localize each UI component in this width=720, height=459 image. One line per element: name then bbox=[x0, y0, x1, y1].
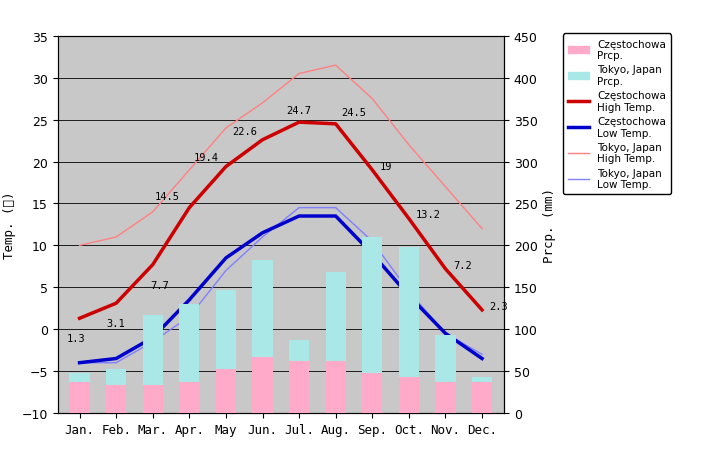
Częstochowa
High Temp. bbox=[75, 316, 84, 321]
Tokyo, Japan
Low Temp. bbox=[112, 360, 120, 366]
Bar bbox=[472, 382, 492, 413]
Tokyo, Japan
High Temp. bbox=[222, 126, 230, 131]
Częstochowa
High Temp. bbox=[112, 301, 120, 306]
Tokyo, Japan
Low Temp. bbox=[368, 239, 377, 244]
Text: 3.1: 3.1 bbox=[107, 319, 125, 329]
Częstochowa
High Temp. bbox=[405, 216, 413, 222]
Text: 14.5: 14.5 bbox=[156, 191, 180, 202]
Text: 7.7: 7.7 bbox=[150, 280, 169, 290]
Bar bbox=[143, 386, 163, 413]
Częstochowa
High Temp. bbox=[148, 262, 157, 268]
Bar bbox=[179, 382, 199, 413]
Tokyo, Japan
High Temp. bbox=[148, 210, 157, 215]
Bar bbox=[70, 373, 89, 413]
Text: 2.3: 2.3 bbox=[490, 301, 508, 311]
Bar bbox=[436, 336, 456, 413]
Line: Tokyo, Japan
Low Temp.: Tokyo, Japan Low Temp. bbox=[79, 208, 482, 363]
Line: Częstochowa
High Temp.: Częstochowa High Temp. bbox=[79, 123, 482, 319]
Bar bbox=[362, 373, 382, 413]
Y-axis label: Temp. (℃): Temp. (℃) bbox=[3, 191, 16, 258]
Line: Częstochowa
Low Temp.: Częstochowa Low Temp. bbox=[79, 217, 482, 363]
Text: 19: 19 bbox=[379, 162, 392, 171]
Częstochowa
High Temp. bbox=[478, 308, 487, 313]
Line: Tokyo, Japan
High Temp.: Tokyo, Japan High Temp. bbox=[79, 66, 482, 246]
Tokyo, Japan
High Temp. bbox=[368, 97, 377, 102]
Częstochowa
Low Temp. bbox=[405, 293, 413, 299]
Legend: Częstochowa
Prcp., Tokyo, Japan
Prcp., Częstochowa
High Temp., Częstochowa
Low T: Częstochowa Prcp., Tokyo, Japan Prcp., C… bbox=[563, 34, 671, 195]
Tokyo, Japan
Low Temp. bbox=[185, 314, 194, 319]
Tokyo, Japan
High Temp. bbox=[185, 168, 194, 174]
Częstochowa
Low Temp. bbox=[294, 214, 303, 219]
Częstochowa
High Temp. bbox=[368, 168, 377, 174]
Częstochowa
Low Temp. bbox=[185, 297, 194, 303]
Częstochowa
High Temp. bbox=[294, 120, 303, 126]
Częstochowa
Low Temp. bbox=[258, 230, 267, 236]
Częstochowa
Low Temp. bbox=[148, 335, 157, 341]
Text: 7.2: 7.2 bbox=[453, 260, 472, 270]
Bar bbox=[253, 357, 273, 413]
Bar bbox=[106, 386, 126, 413]
Bar bbox=[289, 340, 309, 413]
Częstochowa
High Temp. bbox=[441, 267, 450, 272]
Bar bbox=[216, 290, 236, 413]
Częstochowa
Low Temp. bbox=[331, 214, 340, 219]
Tokyo, Japan
High Temp. bbox=[75, 243, 84, 249]
Częstochowa
Low Temp. bbox=[368, 252, 377, 257]
Text: 24.7: 24.7 bbox=[287, 106, 312, 116]
Text: 13.2: 13.2 bbox=[416, 210, 441, 220]
Tokyo, Japan
High Temp. bbox=[258, 101, 267, 106]
Text: 19.4: 19.4 bbox=[194, 153, 219, 163]
Tokyo, Japan
High Temp. bbox=[331, 63, 340, 69]
Tokyo, Japan
Low Temp. bbox=[294, 206, 303, 211]
Bar bbox=[216, 369, 236, 413]
Tokyo, Japan
Low Temp. bbox=[441, 331, 450, 336]
Y-axis label: Prcp. (mm): Prcp. (mm) bbox=[543, 187, 556, 263]
Bar bbox=[472, 377, 492, 413]
Tokyo, Japan
Low Temp. bbox=[222, 268, 230, 274]
Częstochowa
Low Temp. bbox=[75, 360, 84, 366]
Tokyo, Japan
Low Temp. bbox=[405, 289, 413, 295]
Bar bbox=[325, 273, 346, 413]
Tokyo, Japan
High Temp. bbox=[112, 235, 120, 240]
Tokyo, Japan
Low Temp. bbox=[148, 339, 157, 345]
Bar bbox=[70, 382, 89, 413]
Bar bbox=[106, 369, 126, 413]
Częstochowa
Low Temp. bbox=[441, 331, 450, 336]
Częstochowa
High Temp. bbox=[185, 206, 194, 211]
Tokyo, Japan
Low Temp. bbox=[258, 235, 267, 240]
Bar bbox=[143, 315, 163, 413]
Bar bbox=[325, 361, 346, 413]
Tokyo, Japan
Low Temp. bbox=[331, 206, 340, 211]
Bar bbox=[399, 377, 419, 413]
Częstochowa
High Temp. bbox=[331, 122, 340, 127]
Częstochowa
Low Temp. bbox=[222, 256, 230, 261]
Tokyo, Japan
High Temp. bbox=[294, 72, 303, 77]
Częstochowa
Low Temp. bbox=[112, 356, 120, 362]
Bar bbox=[253, 260, 273, 413]
Tokyo, Japan
High Temp. bbox=[441, 185, 450, 190]
Częstochowa
Low Temp. bbox=[478, 356, 487, 362]
Bar bbox=[399, 247, 419, 413]
Bar bbox=[289, 361, 309, 413]
Text: 22.6: 22.6 bbox=[232, 126, 257, 136]
Text: 24.5: 24.5 bbox=[341, 108, 366, 118]
Bar bbox=[179, 304, 199, 413]
Tokyo, Japan
High Temp. bbox=[478, 226, 487, 232]
Tokyo, Japan
Low Temp. bbox=[75, 360, 84, 366]
Częstochowa
High Temp. bbox=[258, 138, 267, 143]
Bar bbox=[362, 237, 382, 413]
Częstochowa
High Temp. bbox=[222, 164, 230, 170]
Text: 1.3: 1.3 bbox=[66, 334, 85, 344]
Tokyo, Japan
High Temp. bbox=[405, 143, 413, 148]
Bar bbox=[436, 382, 456, 413]
Tokyo, Japan
Low Temp. bbox=[478, 352, 487, 357]
